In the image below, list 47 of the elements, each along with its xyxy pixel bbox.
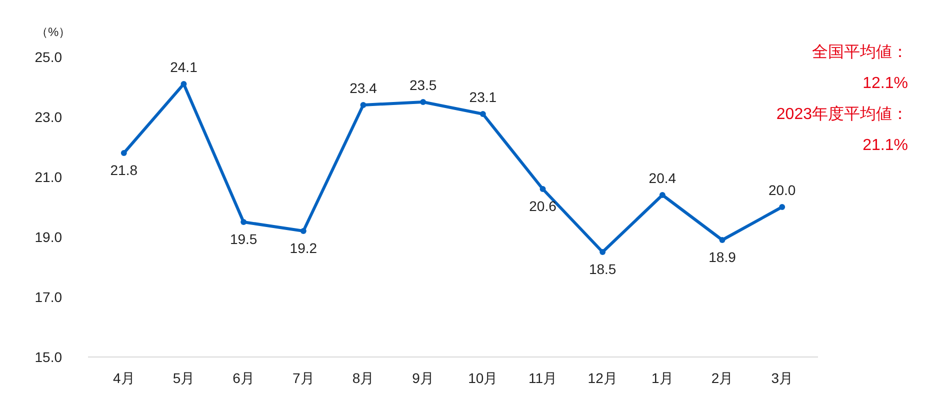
- point: [420, 99, 426, 105]
- x-tick-label: 1月: [652, 370, 674, 386]
- y-tick-label: 15.0: [34, 348, 62, 365]
- x-tick-label: 4月: [113, 370, 135, 386]
- point: [659, 192, 666, 198]
- data-label: 23.1: [469, 89, 497, 105]
- data-label: 21.8: [110, 162, 138, 178]
- point: [300, 228, 306, 234]
- x-tick-label: 11月: [528, 370, 558, 386]
- data-label: 23.5: [409, 77, 437, 93]
- y-tick-label: 23.0: [34, 108, 62, 125]
- point: [480, 111, 486, 117]
- annotation: 全国平均値：: [812, 44, 908, 61]
- data-label: 20.6: [529, 198, 557, 214]
- x-tick-label: 10月: [468, 370, 498, 386]
- data-label: 18.5: [588, 261, 616, 277]
- data-label: 23.4: [350, 80, 378, 96]
- point: [120, 150, 127, 156]
- y-tick-label: 25.0: [34, 48, 62, 65]
- y-axis-title: （%）: [36, 25, 71, 39]
- point: [600, 249, 606, 255]
- point: [719, 237, 726, 243]
- x-tick-label: 12月: [588, 370, 618, 386]
- x-tick-label: 5月: [172, 370, 195, 386]
- x-tick-label: 8月: [352, 370, 374, 386]
- x-tick-label: 7月: [292, 370, 314, 386]
- x-tick-label: 2月: [711, 370, 734, 386]
- point: [180, 81, 187, 87]
- text: 21.1%: [862, 137, 908, 154]
- point: [779, 204, 786, 210]
- x-tick-label: 6月: [232, 370, 254, 386]
- data-label: 18.9: [708, 249, 736, 265]
- point: [240, 219, 247, 225]
- data-label: 19.2: [290, 240, 318, 256]
- point: [360, 102, 366, 108]
- text: 12.1%: [862, 75, 908, 92]
- y-tick-label: 19.0: [34, 228, 62, 245]
- data-label: 20.4: [648, 170, 676, 186]
- annotation: 2023年度平均値：: [776, 105, 908, 123]
- data-label: 20.0: [768, 182, 796, 198]
- point: [540, 186, 546, 192]
- y-tick-label: 21.0: [34, 168, 62, 185]
- y-tick-label: 17.0: [34, 288, 62, 305]
- x-tick-label: 9月: [412, 370, 434, 386]
- data-label: 19.5: [230, 231, 258, 247]
- data-label: 24.1: [170, 59, 198, 75]
- x-tick-label: 3月: [771, 370, 793, 386]
